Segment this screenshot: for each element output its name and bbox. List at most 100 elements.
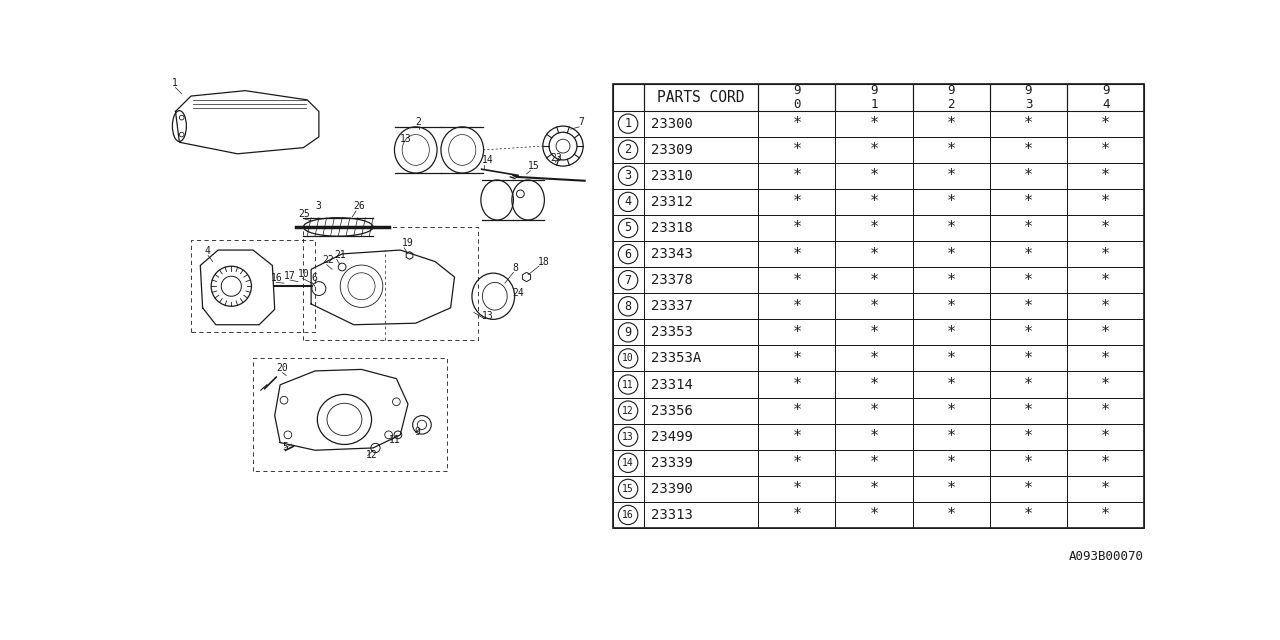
Text: *: *	[947, 273, 956, 287]
Bar	[758, 450, 836, 476]
Text: 9
2: 9 2	[947, 84, 955, 111]
Text: *: *	[792, 273, 801, 287]
Text: *: *	[1101, 273, 1110, 287]
Text: *: *	[1024, 403, 1033, 418]
Bar	[989, 111, 1068, 137]
Text: *: *	[792, 403, 801, 418]
Text: *: *	[1024, 195, 1033, 209]
Text: 17: 17	[284, 271, 296, 280]
Text: 13: 13	[481, 311, 493, 321]
Bar	[913, 267, 989, 293]
Bar	[644, 241, 758, 267]
Text: *: *	[1024, 429, 1033, 444]
Text: *: *	[792, 325, 801, 340]
Bar	[836, 502, 913, 528]
Text: *: *	[947, 246, 956, 262]
Bar	[758, 84, 836, 111]
Text: 12: 12	[622, 406, 634, 415]
Bar	[644, 450, 758, 476]
Bar	[613, 424, 644, 450]
Bar	[758, 267, 836, 293]
Text: *: *	[1101, 195, 1110, 209]
Text: 8: 8	[625, 300, 631, 313]
Text: *: *	[947, 351, 956, 366]
Text: *: *	[1101, 429, 1110, 444]
Bar	[989, 371, 1068, 397]
Bar	[913, 111, 989, 137]
Bar	[1068, 397, 1144, 424]
Bar	[644, 346, 758, 371]
Bar	[758, 424, 836, 450]
Bar	[989, 397, 1068, 424]
Text: 13: 13	[622, 432, 634, 442]
Text: 23: 23	[550, 154, 562, 163]
Text: *: *	[792, 377, 801, 392]
Bar	[758, 476, 836, 502]
Text: 23339: 23339	[652, 456, 694, 470]
Text: 23390: 23390	[652, 482, 694, 496]
Text: *: *	[869, 168, 878, 183]
Text: *: *	[1101, 142, 1110, 157]
Text: *: *	[1024, 299, 1033, 314]
Bar	[644, 189, 758, 215]
Text: 23314: 23314	[652, 378, 694, 392]
Text: 11: 11	[389, 435, 401, 445]
Bar	[989, 163, 1068, 189]
Text: *: *	[947, 377, 956, 392]
Bar	[613, 319, 644, 346]
Text: 23309: 23309	[652, 143, 694, 157]
Bar	[613, 267, 644, 293]
Bar	[913, 476, 989, 502]
Text: *: *	[947, 455, 956, 470]
Bar	[989, 293, 1068, 319]
Text: *: *	[947, 481, 956, 497]
Text: *: *	[1024, 221, 1033, 236]
Bar	[613, 111, 644, 137]
Text: *: *	[792, 142, 801, 157]
Text: 9: 9	[625, 326, 631, 339]
Bar	[1068, 84, 1144, 111]
Text: 5: 5	[283, 442, 288, 452]
Text: *: *	[869, 377, 878, 392]
Bar	[913, 293, 989, 319]
Bar	[989, 84, 1068, 111]
Bar	[913, 84, 989, 111]
Text: *: *	[1101, 351, 1110, 366]
Bar	[1068, 502, 1144, 528]
Bar	[758, 371, 836, 397]
Text: 2: 2	[416, 117, 421, 127]
Text: *: *	[947, 168, 956, 183]
Text: 22: 22	[323, 255, 334, 265]
Text: 23353A: 23353A	[652, 351, 701, 365]
Text: 1: 1	[625, 117, 631, 130]
Text: 3: 3	[315, 201, 321, 211]
Text: 20: 20	[276, 363, 288, 373]
Text: 6: 6	[311, 273, 317, 283]
Bar	[836, 84, 913, 111]
Text: *: *	[1101, 116, 1110, 131]
Bar	[913, 319, 989, 346]
Bar	[613, 241, 644, 267]
Bar	[613, 215, 644, 241]
Text: 3: 3	[625, 170, 631, 182]
Text: 19: 19	[402, 238, 413, 248]
Bar	[644, 424, 758, 450]
Bar	[913, 137, 989, 163]
Text: 23356: 23356	[652, 404, 694, 418]
Bar	[989, 450, 1068, 476]
Bar	[913, 397, 989, 424]
Text: *: *	[869, 351, 878, 366]
Text: *: *	[1024, 142, 1033, 157]
Text: 23318: 23318	[652, 221, 694, 235]
Text: *: *	[792, 508, 801, 522]
Bar	[836, 450, 913, 476]
Text: 23343: 23343	[652, 247, 694, 261]
Text: *: *	[947, 221, 956, 236]
Text: 10: 10	[622, 353, 634, 364]
Bar	[1068, 346, 1144, 371]
Text: *: *	[1101, 377, 1110, 392]
Text: 23499: 23499	[652, 429, 694, 444]
Text: *: *	[1101, 168, 1110, 183]
Text: 13: 13	[401, 134, 412, 144]
Text: 6: 6	[625, 248, 631, 260]
